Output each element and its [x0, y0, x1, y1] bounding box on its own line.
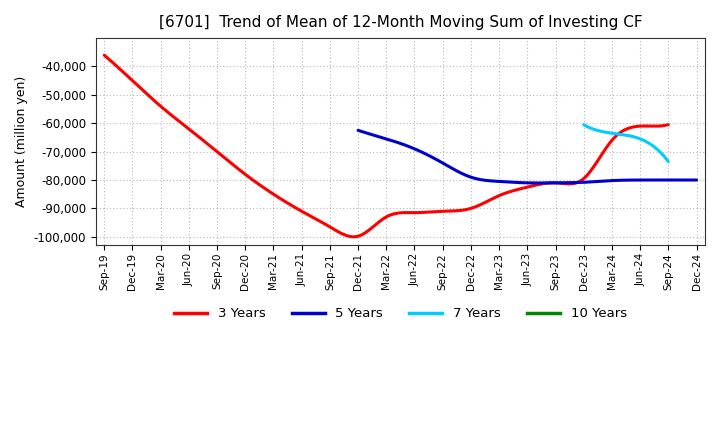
3 Years	[100, 52, 109, 58]
5 Years	[640, 177, 649, 183]
Legend: 3 Years, 5 Years, 7 Years, 10 Years: 3 Years, 5 Years, 7 Years, 10 Years	[168, 302, 632, 326]
3 Years	[102, 54, 110, 59]
5 Years	[535, 180, 544, 186]
7 Years	[630, 134, 639, 139]
Line: 3 Years: 3 Years	[104, 55, 668, 237]
7 Years	[651, 145, 660, 150]
Title: [6701]  Trend of Mean of 12-Month Moving Sum of Investing CF: [6701] Trend of Mean of 12-Month Moving …	[158, 15, 642, 30]
7 Years	[629, 134, 638, 139]
3 Years	[438, 209, 446, 214]
5 Years	[555, 180, 564, 186]
7 Years	[656, 150, 665, 155]
7 Years	[631, 135, 640, 140]
3 Years	[613, 132, 621, 137]
5 Years	[692, 177, 701, 183]
5 Years	[662, 177, 670, 183]
5 Years	[355, 128, 364, 133]
3 Years	[436, 209, 444, 214]
7 Years	[664, 159, 672, 164]
7 Years	[580, 122, 588, 128]
Line: 5 Years: 5 Years	[358, 130, 696, 183]
7 Years	[580, 122, 588, 127]
5 Years	[562, 180, 571, 185]
3 Years	[349, 234, 358, 239]
3 Years	[577, 178, 586, 183]
3 Years	[664, 122, 672, 127]
5 Years	[557, 180, 565, 185]
3 Years	[447, 209, 456, 214]
Y-axis label: Amount (million yen): Amount (million yen)	[15, 76, 28, 207]
5 Years	[354, 128, 362, 133]
Line: 7 Years: 7 Years	[584, 125, 668, 161]
